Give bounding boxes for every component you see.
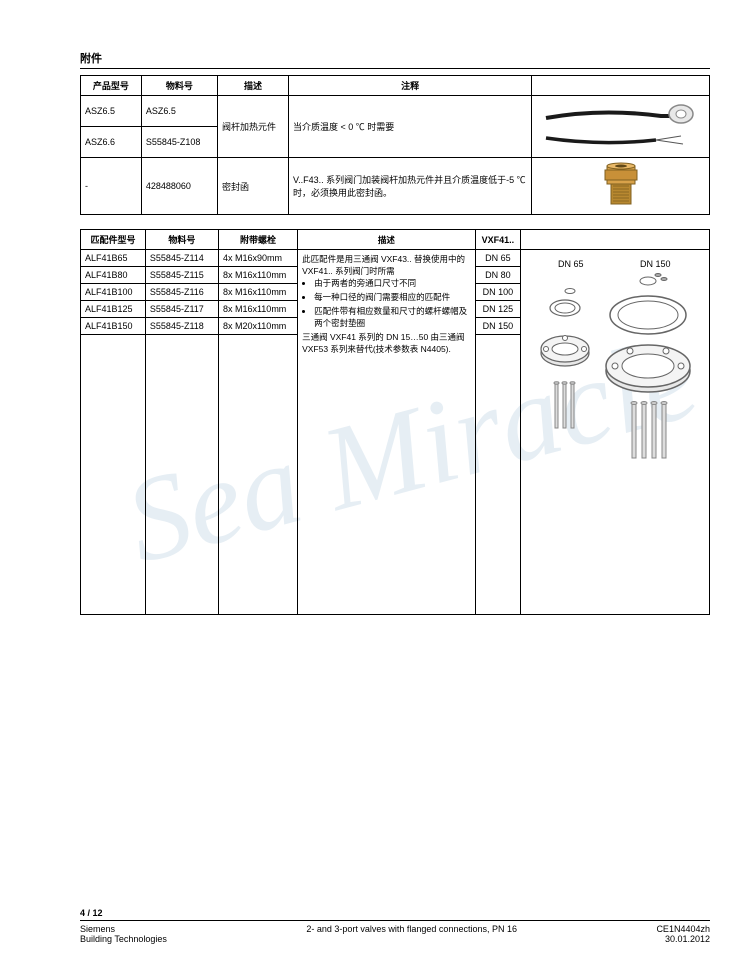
accessories-table-1: 产品型号 物料号 描述 注释 ASZ6.5 ASZ6.5 阀杆加热元件 当介质温…	[80, 75, 710, 215]
cell-description: 此匹配件是用三通阀 VXF43.. 替换使用中的 VXF41.. 系列阀门时所需…	[298, 250, 476, 615]
cell-dn: DN 125	[475, 301, 521, 318]
footer-page: 4 / 12	[80, 908, 710, 921]
th-material: 物料号	[141, 76, 217, 96]
cell-model: ALF41B100	[81, 284, 146, 301]
th-note: 注释	[288, 76, 531, 96]
cell-desc: 密封函	[217, 158, 288, 215]
footer-date: 30.01.2012	[656, 934, 710, 944]
cell-material: S55845-Z114	[145, 250, 218, 267]
cell-model: ALF41B125	[81, 301, 146, 318]
page-footer: 4 / 12 Siemens Building Technologies 2- …	[80, 908, 710, 944]
th-image	[521, 230, 710, 250]
desc-bullets: 由于两者的旁通口尺寸不同 每一种口径的阀门需要相应的匹配件 匹配件带有相应数量和…	[302, 277, 471, 329]
footer-doc: CE1N4404zh	[656, 924, 710, 934]
cell-model: -	[81, 158, 142, 215]
cell-bolt: 8x M16x110mm	[218, 284, 297, 301]
cell-image-gland	[532, 158, 710, 215]
table-row: ALF41B65 S55845-Z114 4x M16x90mm 此匹配件是用三…	[81, 250, 710, 267]
empty-cell	[475, 335, 521, 615]
cell-material: S55845-Z116	[145, 284, 218, 301]
table-row: - 428488060 密封函 V..F43.. 系列阀门加装阀杆加热元件并且介…	[81, 158, 710, 215]
label-dn65: DN 65	[558, 259, 584, 269]
cell-material: S55845-Z115	[145, 267, 218, 284]
cell-dn: DN 80	[475, 267, 521, 284]
bullet-item: 匹配件带有相应数量和尺寸的螺杆螺帽及两个密封垫圈	[314, 305, 471, 329]
cell-bolt: 8x M16x110mm	[218, 301, 297, 318]
cell-material: ASZ6.5	[141, 96, 217, 127]
cell-dn: DN 100	[475, 284, 521, 301]
cell-bolt: 8x M16x110mm	[218, 267, 297, 284]
th-material: 物料号	[145, 230, 218, 250]
cell-dn: DN 65	[475, 250, 521, 267]
th-desc: 描述	[298, 230, 476, 250]
desc-intro: 此匹配件是用三通阀 VXF43.. 替换使用中的 VXF41.. 系列阀门时所需	[302, 254, 465, 276]
cell-bolt: 8x M20x110mm	[218, 318, 297, 335]
empty-cell	[81, 335, 146, 615]
table-header-row: 匹配件型号 物料号 附带螺栓 描述 VXF41..	[81, 230, 710, 250]
cell-model: ASZ6.5	[81, 96, 142, 127]
accessories-table-2: 匹配件型号 物料号 附带螺栓 描述 VXF41.. ALF41B65 S5584…	[80, 229, 710, 615]
section-title: 附件	[80, 50, 710, 69]
cell-note: V..F43.. 系列阀门加装阀杆加热元件并且介质温度低于-5 ℃时，必须换用此…	[288, 158, 531, 215]
bullet-item: 由于两者的旁通口尺寸不同	[314, 277, 471, 289]
th-desc: 描述	[217, 76, 288, 96]
cell-bolt: 4x M16x90mm	[218, 250, 297, 267]
th-bolt: 附带螺栓	[218, 230, 297, 250]
cell-model: ASZ6.6	[81, 127, 142, 158]
cell-dn: DN 150	[475, 318, 521, 335]
table-row: ASZ6.5 ASZ6.5 阀杆加热元件 当介质温度 < 0 ℃ 时需要	[81, 96, 710, 127]
th-model: 产品型号	[81, 76, 142, 96]
cell-note: 当介质温度 < 0 ℃ 时需要	[288, 96, 531, 158]
cell-material: S55845-Z118	[145, 318, 218, 335]
page-number: 4 / 12	[80, 908, 103, 918]
cell-material: S55845-Z108	[141, 127, 217, 158]
cell-material: S55845-Z117	[145, 301, 218, 318]
th-vxf: VXF41..	[475, 230, 521, 250]
brass-gland-icon	[591, 160, 651, 210]
cell-image-cable	[532, 96, 710, 158]
heater-cable-icon	[541, 98, 701, 153]
empty-cell	[145, 335, 218, 615]
footer-company: Siemens	[80, 924, 167, 934]
label-dn150: DN 150	[640, 259, 671, 269]
cell-model: ALF41B150	[81, 318, 146, 335]
empty-cell	[218, 335, 297, 615]
footer-division: Building Technologies	[80, 934, 167, 944]
footer-title: 2- and 3-port valves with flanged connec…	[306, 924, 517, 944]
flange-kit-icon: DN 65 DN 150	[530, 253, 700, 483]
table-header-row: 产品型号 物料号 描述 注释	[81, 76, 710, 96]
cell-model: ALF41B65	[81, 250, 146, 267]
cell-desc: 阀杆加热元件	[217, 96, 288, 158]
bullet-item: 每一种口径的阀门需要相应的匹配件	[314, 291, 471, 303]
desc-after: 三通阀 VXF41 系列的 DN 15…50 由三通阀 VXF53 系列来替代(…	[302, 332, 464, 354]
th-model: 匹配件型号	[81, 230, 146, 250]
cell-flange-image: DN 65 DN 150	[521, 250, 710, 615]
th-image	[532, 76, 710, 96]
cell-model: ALF41B80	[81, 267, 146, 284]
cell-material: 428488060	[141, 158, 217, 215]
